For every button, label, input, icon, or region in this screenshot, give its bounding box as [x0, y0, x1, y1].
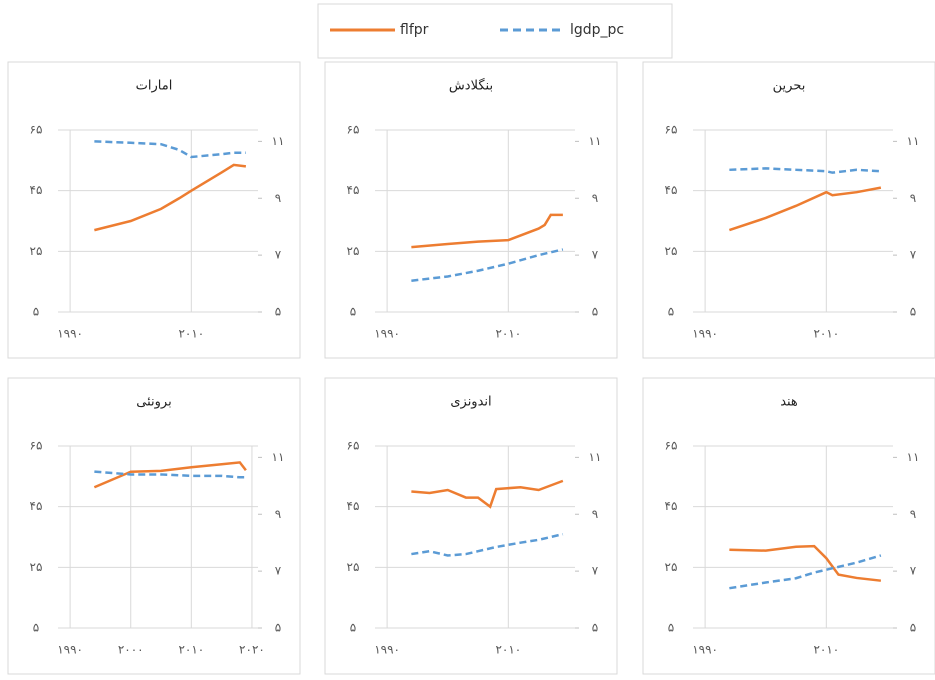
x-tick-label: ۱۹۹۰ — [57, 327, 83, 341]
x-tick-label: ۲۰۱۰ — [178, 327, 204, 341]
y2-tick-label: ۱۱ — [907, 134, 920, 148]
series-line — [729, 167, 881, 174]
y2-tick-label: ۹ — [592, 191, 598, 205]
y2-tick-label: ۷ — [592, 248, 599, 262]
y2-tick-label: ۵ — [910, 305, 916, 319]
y2-tick-label: ۱۱ — [589, 134, 602, 148]
y2-tick-label: ۹ — [275, 507, 281, 521]
y-tick-label: ۵ — [668, 305, 674, 319]
y-tick-label: ۶۵ — [30, 439, 43, 453]
y2-tick-label: ۹ — [275, 191, 281, 205]
panel — [642, 61, 935, 359]
panel-title: اندونزی — [450, 395, 491, 410]
series-line — [94, 140, 246, 159]
series-line — [93, 461, 247, 489]
x-tick-label: ۱۹۹۰ — [374, 327, 400, 341]
y-tick-label: ۲۵ — [665, 244, 678, 258]
panel — [324, 377, 618, 675]
y2-tick-label: ۵ — [592, 305, 598, 319]
legend-label: lgdp_pc — [570, 22, 624, 38]
panel — [7, 377, 301, 675]
x-tick-label: ۱۹۹۰ — [57, 643, 83, 657]
y-tick-label: ۴۵ — [665, 183, 678, 197]
series-line — [728, 186, 882, 232]
y2-tick-label: ۷ — [275, 564, 282, 578]
y2-tick-label: ۵ — [275, 621, 281, 635]
x-tick-label: ۱۹۹۰ — [692, 327, 718, 341]
x-tick-label: ۲۰۲۰ — [239, 643, 265, 657]
y2-tick-label: ۵ — [910, 621, 916, 635]
y2-tick-label: ۷ — [592, 564, 599, 578]
series-line — [411, 532, 564, 557]
y-tick-label: ۶۵ — [665, 439, 678, 453]
series-line — [411, 248, 564, 282]
y2-tick-label: ۹ — [592, 507, 598, 521]
y-tick-label: ۲۵ — [30, 560, 43, 574]
y-tick-label: ۴۵ — [30, 499, 43, 513]
y2-tick-label: ۹ — [910, 191, 916, 205]
panel — [642, 377, 935, 675]
y-tick-label: ۴۵ — [30, 183, 43, 197]
panel — [324, 61, 618, 359]
series-line — [94, 470, 246, 479]
x-tick-label: ۲۰۱۰ — [178, 643, 204, 657]
y-tick-label: ۶۵ — [30, 123, 43, 137]
y-tick-label: ۵ — [33, 621, 39, 635]
x-tick-label: ۲۰۰۰ — [118, 643, 144, 657]
panel-title: امارات — [136, 79, 173, 94]
y-tick-label: ۵ — [350, 621, 356, 635]
legend-label: flfpr — [400, 22, 429, 38]
series-line — [729, 554, 882, 590]
y2-tick-label: ۵ — [592, 621, 598, 635]
y2-tick-label: ۷ — [910, 564, 917, 578]
panel-title: برونئی — [136, 395, 171, 410]
y-tick-label: ۴۵ — [347, 183, 360, 197]
y2-tick-label: ۱۱ — [272, 450, 285, 464]
y-tick-label: ۵ — [668, 621, 674, 635]
y2-tick-label: ۱۱ — [589, 450, 602, 464]
y2-tick-label: ۷ — [910, 248, 917, 262]
y2-tick-label: ۵ — [275, 305, 281, 319]
y-tick-label: ۴۵ — [347, 499, 360, 513]
y2-tick-label: ۹ — [910, 507, 916, 521]
panel-title: بحرین — [773, 79, 806, 94]
y-tick-label: ۶۵ — [347, 439, 360, 453]
y-tick-label: ۲۵ — [347, 560, 360, 574]
x-tick-label: ۲۰۱۰ — [813, 327, 839, 341]
panel-title: هند — [780, 395, 798, 410]
y2-tick-label: ۷ — [275, 248, 282, 262]
x-tick-label: ۲۰۱۰ — [495, 643, 521, 657]
y-tick-label: ۲۵ — [347, 244, 360, 258]
y-tick-label: ۵ — [350, 305, 356, 319]
y-tick-label: ۶۵ — [347, 123, 360, 137]
y-tick-label: ۲۵ — [665, 560, 678, 574]
y-tick-label: ۴۵ — [665, 499, 678, 513]
x-tick-label: ۲۰۱۰ — [495, 327, 521, 341]
y-tick-label: ۵ — [33, 305, 39, 319]
series-line — [94, 163, 247, 232]
panel — [7, 61, 301, 359]
y-tick-label: ۶۵ — [665, 123, 678, 137]
x-tick-label: ۱۹۹۰ — [374, 643, 400, 657]
y2-tick-label: ۱۱ — [272, 134, 285, 148]
y-tick-label: ۲۵ — [30, 244, 43, 258]
y2-tick-label: ۱۱ — [907, 450, 920, 464]
x-tick-label: ۲۰۱۰ — [813, 643, 839, 657]
series-line — [411, 479, 564, 509]
series-line — [729, 544, 882, 582]
series-line — [411, 213, 563, 249]
panel-title: بنگلادش — [449, 78, 493, 94]
x-tick-label: ۱۹۹۰ — [692, 643, 718, 657]
